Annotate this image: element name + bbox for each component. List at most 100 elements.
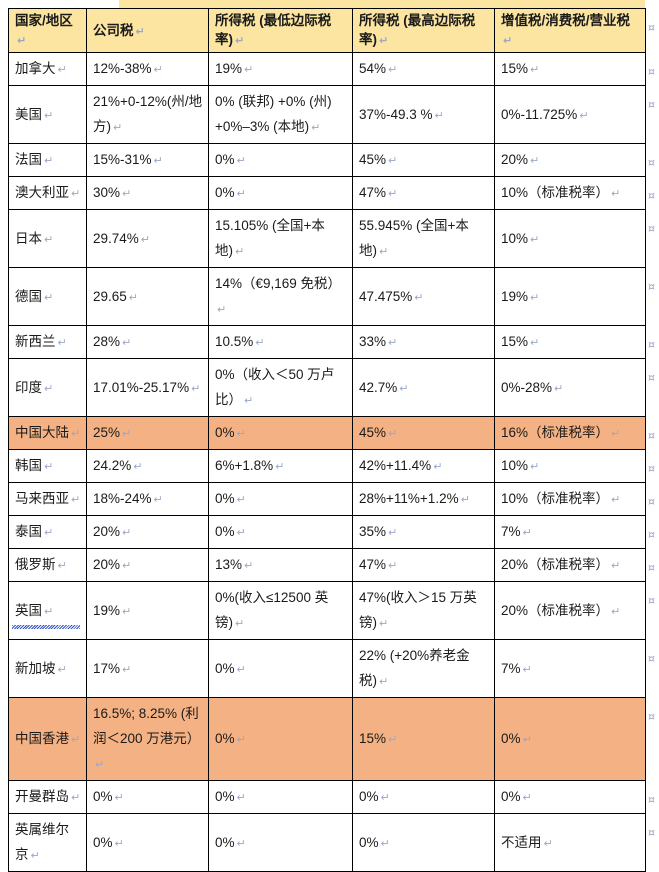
- cell-income_max[interactable]: 42%+11.4% ↵: [352, 449, 495, 483]
- cell-income_min[interactable]: 0% ↵: [208, 515, 353, 549]
- cell-income_max[interactable]: 35% ↵: [352, 515, 495, 549]
- table-row[interactable]: 澳大利亚 ↵ 30% ↵ 0% ↵ 47% ↵ 10%（标准税率） ↵: [8, 176, 646, 210]
- cell-corporate[interactable]: 28% ↵: [86, 325, 209, 359]
- cell-income_max[interactable]: 54% ↵: [352, 52, 495, 86]
- cell-vat[interactable]: 不适用 ↵: [494, 813, 646, 872]
- table-row[interactable]: 开曼群岛 ↵ 0% ↵ 0% ↵ 0% ↵ 0% ↵: [8, 780, 646, 814]
- cell-corporate[interactable]: 0% ↵: [86, 813, 209, 872]
- table-row[interactable]: 日本 ↵ 29.74% ↵ 15.105% (全国+本地) ↵ 55.945% (全国+本地…: [8, 209, 646, 268]
- cell-income_min[interactable]: 0% ↵: [208, 416, 353, 450]
- cell-vat[interactable]: 0% ↵: [494, 697, 646, 781]
- cell-corporate[interactable]: 16.5%; 8.25% (利润＜200 万港元） ↵: [86, 697, 209, 781]
- cell-vat[interactable]: 7% ↵: [494, 639, 646, 698]
- cell-income_min[interactable]: 15.105% (全国+本地) ↵: [208, 209, 353, 268]
- cell-corporate[interactable]: 21%+0-12%(州/地方) ↵: [86, 85, 209, 144]
- cell-vat[interactable]: 7% ↵: [494, 515, 646, 549]
- cell-income_max[interactable]: 0% ↵: [352, 780, 495, 814]
- cell-region[interactable]: 中国大陆 ↵: [8, 416, 87, 450]
- cell-corporate[interactable]: 25% ↵: [86, 416, 209, 450]
- cell-income_min[interactable]: 19% ↵: [208, 52, 353, 86]
- table-row[interactable]: 俄罗斯 ↵ 20% ↵ 13% ↵ 47% ↵ 20%（标准税率） ↵: [8, 548, 646, 582]
- tax-rate-table[interactable]: 国家/地区↵ 公司税 ↵ 所得税 (最低边际税率) ↵ 所得税 (最高边际税率) ↵ …: [8, 8, 646, 872]
- cell-income_max[interactable]: 45% ↵: [352, 416, 495, 450]
- cell-vat[interactable]: 20% ↵: [494, 143, 646, 177]
- cell-income_max[interactable]: 0% ↵: [352, 813, 495, 872]
- column-header-vat[interactable]: 增值税/消费税/营业税 ↵: [494, 8, 646, 53]
- cell-region[interactable]: 英国 ↵: [8, 581, 87, 640]
- cell-income_max[interactable]: 47.475% ↵: [352, 267, 495, 326]
- cell-region[interactable]: 韩国 ↵: [8, 449, 87, 483]
- cell-income_min[interactable]: 10.5% ↵: [208, 325, 353, 359]
- cell-region[interactable]: 美国 ↵: [8, 85, 87, 144]
- cell-income_max[interactable]: 33% ↵: [352, 325, 495, 359]
- cell-region[interactable]: 英属维尔京 ↵: [8, 813, 87, 872]
- table-row[interactable]: 加拿大 ↵ 12%-38% ↵ 19% ↵ 54% ↵ 15% ↵: [8, 52, 646, 86]
- cell-region[interactable]: 印度 ↵: [8, 358, 87, 417]
- cell-vat[interactable]: 10% ↵: [494, 449, 646, 483]
- cell-income_min[interactable]: 0% ↵: [208, 639, 353, 698]
- cell-region[interactable]: 澳大利亚 ↵: [8, 176, 87, 210]
- cell-vat[interactable]: 19% ↵: [494, 267, 646, 326]
- cell-income_max[interactable]: 55.945% (全国+本地) ↵: [352, 209, 495, 268]
- cell-income_min[interactable]: 0% ↵: [208, 143, 353, 177]
- table-row[interactable]: 中国香港 ↵ 16.5%; 8.25% (利润＜200 万港元）↵ 0% ↵ 15% ↵ 0%…: [8, 697, 646, 781]
- cell-corporate[interactable]: 19% ↵: [86, 581, 209, 640]
- cell-corporate[interactable]: 12%-38% ↵: [86, 52, 209, 86]
- cell-vat[interactable]: 20%（标准税率） ↵: [494, 581, 646, 640]
- cell-income_min[interactable]: 13% ↵: [208, 548, 353, 582]
- column-header-corporate-tax[interactable]: 公司税 ↵: [86, 8, 209, 53]
- cell-vat[interactable]: 15% ↵: [494, 52, 646, 86]
- cell-region[interactable]: 加拿大 ↵: [8, 52, 87, 86]
- cell-income_max[interactable]: 37%-49.3 % ↵: [352, 85, 495, 144]
- cell-income_min[interactable]: 6%+1.8% ↵: [208, 449, 353, 483]
- cell-region[interactable]: 德国 ↵: [8, 267, 87, 326]
- cell-income_min[interactable]: 0% ↵: [208, 482, 353, 516]
- cell-region[interactable]: 俄罗斯 ↵: [8, 548, 87, 582]
- cell-region[interactable]: 新西兰 ↵: [8, 325, 87, 359]
- table-row[interactable]: 韩国 ↵ 24.2% ↵ 6%+1.8% ↵ 42%+11.4% ↵ 10% ↵: [8, 449, 646, 483]
- table-row[interactable]: 美国 ↵ 21%+0-12%(州/地方) ↵ 0% (联邦) +0% (州) +0%–3…: [8, 85, 646, 144]
- table-row[interactable]: 印度 ↵ 17.01%-25.17% ↵ 0%（收入＜50 万卢比） ↵ 42.7% ↵ 0%-…: [8, 358, 646, 417]
- table-row[interactable]: 马来西亚 ↵ 18%-24% ↵ 0% ↵ 28%+11%+1.2% ↵ 10%（标准税率） ↵: [8, 482, 646, 516]
- cell-vat[interactable]: 20%（标准税率） ↵: [494, 548, 646, 582]
- column-header-income-tax-max[interactable]: 所得税 (最高边际税率) ↵: [352, 8, 495, 53]
- cell-income_max[interactable]: 47% ↵: [352, 176, 495, 210]
- cell-corporate[interactable]: 20% ↵: [86, 515, 209, 549]
- cell-income_min[interactable]: 0% ↵: [208, 176, 353, 210]
- cell-income_max[interactable]: 28%+11%+1.2% ↵: [352, 482, 495, 516]
- cell-region[interactable]: 日本 ↵: [8, 209, 87, 268]
- cell-income_min[interactable]: 0% ↵: [208, 780, 353, 814]
- cell-corporate[interactable]: 17% ↵: [86, 639, 209, 698]
- cell-corporate[interactable]: 17.01%-25.17% ↵: [86, 358, 209, 417]
- cell-region[interactable]: 新加坡 ↵: [8, 639, 87, 698]
- cell-vat[interactable]: 10%（标准税率） ↵: [494, 176, 646, 210]
- cell-region[interactable]: 中国香港 ↵: [8, 697, 87, 781]
- column-header-income-tax-min[interactable]: 所得税 (最低边际税率) ↵: [208, 8, 353, 53]
- cell-income_max[interactable]: 22% (+20%养老金税) ↵: [352, 639, 495, 698]
- cell-vat[interactable]: 16%（标准税率） ↵: [494, 416, 646, 450]
- cell-income_max[interactable]: 45% ↵: [352, 143, 495, 177]
- cell-region[interactable]: 法国 ↵: [8, 143, 87, 177]
- cell-region[interactable]: 开曼群岛 ↵: [8, 780, 87, 814]
- table-row[interactable]: 新加坡 ↵ 17% ↵ 0% ↵ 22% (+20%养老金税) ↵ 7% ↵: [8, 639, 646, 698]
- cell-income_min[interactable]: 0% ↵: [208, 813, 353, 872]
- cell-income_max[interactable]: 47% ↵: [352, 548, 495, 582]
- cell-corporate[interactable]: 24.2% ↵: [86, 449, 209, 483]
- cell-vat[interactable]: 10% ↵: [494, 209, 646, 268]
- table-row[interactable]: 新西兰 ↵ 28% ↵ 10.5% ↵ 33% ↵ 15% ↵: [8, 325, 646, 359]
- cell-corporate[interactable]: 18%-24% ↵: [86, 482, 209, 516]
- table-row[interactable]: 泰国 ↵ 20% ↵ 0% ↵ 35% ↵ 7% ↵: [8, 515, 646, 549]
- cell-income_max[interactable]: 15% ↵: [352, 697, 495, 781]
- cell-income_max[interactable]: 47%(收入＞15 万英镑) ↵: [352, 581, 495, 640]
- cell-vat[interactable]: 15% ↵: [494, 325, 646, 359]
- table-row[interactable]: 德国 ↵ 29.65 ↵ 14%（€9,169 免税）↵ 47.475% ↵ 19% ↵: [8, 267, 646, 326]
- column-header-region[interactable]: 国家/地区 ↵: [8, 8, 87, 53]
- table-row[interactable]: 英国 ↵ 19% ↵ 0%(收入≤12500 英镑) ↵ 47%(收入＞15 万英镑) ↵ 20…: [8, 581, 646, 640]
- table-row[interactable]: 中国大陆 ↵ 25% ↵ 0% ↵ 45% ↵ 16%（标准税率） ↵: [8, 416, 646, 450]
- cell-vat[interactable]: 0% ↵: [494, 780, 646, 814]
- cell-corporate[interactable]: 29.74% ↵: [86, 209, 209, 268]
- cell-income_min[interactable]: 0%(收入≤12500 英镑) ↵: [208, 581, 353, 640]
- cell-income_min[interactable]: 14%（€9,169 免税） ↵: [208, 267, 353, 326]
- cell-income_min[interactable]: 0%（收入＜50 万卢比） ↵: [208, 358, 353, 417]
- cell-income_min[interactable]: 0% ↵: [208, 697, 353, 781]
